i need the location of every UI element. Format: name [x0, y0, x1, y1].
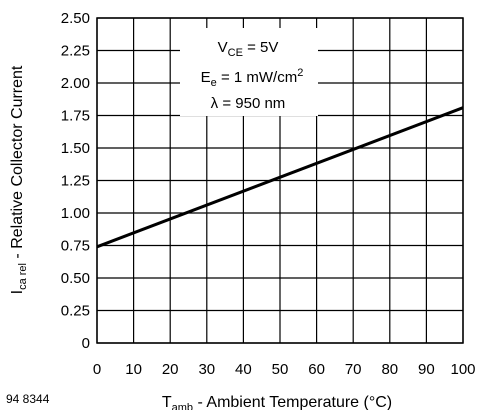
- x-tick-label: 90: [418, 361, 435, 378]
- x-tick-label: 70: [345, 361, 362, 378]
- annotation-line-wavelength: λ = 950 nm: [211, 95, 286, 112]
- y-tick-label: 2.50: [61, 10, 90, 27]
- y-tick-label: 2.25: [61, 43, 90, 60]
- y-tick-labels: 0 0.25 0.50 0.75 1.00 1.25 1.50 1.75 2.00 2.25 2.5…: [61, 10, 90, 352]
- x-tick-label: 30: [198, 361, 215, 378]
- figure-id: 94 8344: [6, 392, 50, 406]
- x-tick-label: 50: [272, 361, 289, 378]
- x-tick-label: 80: [381, 361, 398, 378]
- y-tick-label: 1.50: [61, 140, 90, 157]
- x-axis-title: Tamb - Ambient Temperature (°C): [162, 394, 392, 410]
- annotation-line-irradiance: Ee = 1 mW/cm2: [201, 67, 304, 89]
- y-tick-label: 0.75: [61, 238, 90, 255]
- x-tick-labels: 0 10 20 30 40 50 60 70 80 90 100: [93, 361, 476, 378]
- y-tick-label: 0.25: [61, 303, 90, 320]
- x-tick-label: 40: [235, 361, 252, 378]
- y-tick-label: 1.25: [61, 173, 90, 190]
- y-tick-label: 1.00: [61, 205, 90, 222]
- x-tick-label: 60: [308, 361, 325, 378]
- x-tick-label: 0: [93, 361, 101, 378]
- x-tick-label: 10: [125, 361, 142, 378]
- x-tick-label: 100: [450, 361, 475, 378]
- y-tick-label: 1.75: [61, 108, 90, 125]
- y-tick-label: 0.50: [61, 270, 90, 287]
- x-tick-label: 20: [162, 361, 179, 378]
- y-axis-title: Ica rel - Relative Collector Current: [9, 65, 29, 294]
- y-tick-label: 0: [82, 335, 90, 352]
- y-tick-label: 2.00: [61, 75, 90, 92]
